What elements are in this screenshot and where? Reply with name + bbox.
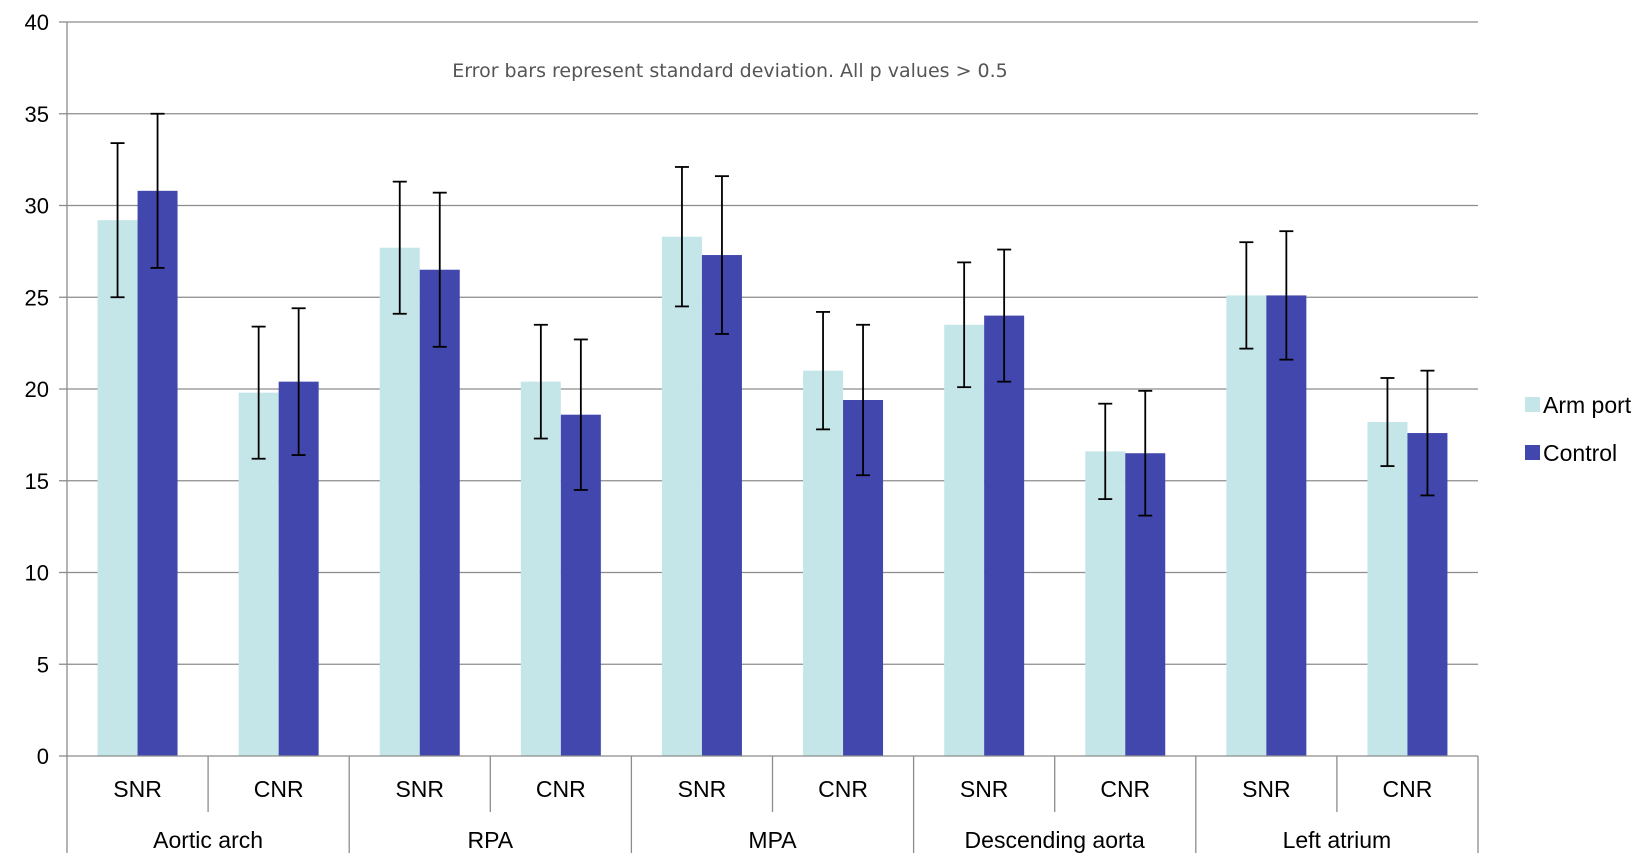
x-axis: SNR CNR SNR CNR SNR CNR SNR CNR SNR CNR Aortic arc… xyxy=(66,755,1479,853)
bar xyxy=(1367,422,1408,756)
subcategory-label: CNR xyxy=(1383,776,1433,802)
legend: Arm port Control xyxy=(1525,392,1632,466)
group-label: Descending aorta xyxy=(965,827,1145,853)
subcategory-label: CNR xyxy=(536,776,586,802)
bar xyxy=(97,220,138,756)
bar xyxy=(520,381,561,756)
bar xyxy=(803,370,844,756)
subcategory-label: CNR xyxy=(254,776,304,802)
bar xyxy=(944,324,985,756)
bar xyxy=(137,190,178,756)
subcategory-label: SNR xyxy=(113,776,162,802)
bar xyxy=(379,247,420,756)
subcategory-label: CNR xyxy=(1100,776,1150,802)
group-label: MPA xyxy=(748,827,797,853)
y-tick-label: 35 xyxy=(25,102,49,127)
bar xyxy=(1226,295,1267,756)
legend-label: Arm port xyxy=(1543,392,1632,418)
subcategory-label: SNR xyxy=(1242,776,1291,802)
bars xyxy=(97,190,1448,757)
bar xyxy=(701,255,742,757)
y-tick-label: 15 xyxy=(25,469,49,494)
legend-label: Control xyxy=(1543,440,1617,466)
subcategory-label: SNR xyxy=(960,776,1009,802)
y-axis: 0 5 10 15 20 25 30 35 40 xyxy=(25,10,68,769)
y-tick-label: 0 xyxy=(37,744,49,769)
bar xyxy=(661,236,702,756)
bar xyxy=(1266,295,1307,756)
chart-annotation: Error bars represent standard deviation.… xyxy=(452,60,1008,82)
subcategory-label: CNR xyxy=(818,776,868,802)
group-label: Left atrium xyxy=(1283,827,1392,853)
bar xyxy=(419,269,460,756)
subcategory-label: SNR xyxy=(678,776,727,802)
bar xyxy=(1085,451,1126,756)
y-tick-label: 25 xyxy=(25,285,49,310)
error-bars xyxy=(110,112,1435,517)
legend-swatch xyxy=(1525,397,1540,412)
y-tick-label: 30 xyxy=(25,194,49,219)
y-tick-label: 5 xyxy=(37,652,49,677)
y-tick-label: 20 xyxy=(25,377,49,402)
legend-swatch xyxy=(1525,445,1540,460)
bar xyxy=(984,315,1025,756)
y-tick-label: 40 xyxy=(25,10,49,35)
subcategory-label: SNR xyxy=(395,776,444,802)
group-label: RPA xyxy=(468,827,514,853)
y-tick-label: 10 xyxy=(25,561,49,586)
group-label: Aortic arch xyxy=(153,827,263,853)
